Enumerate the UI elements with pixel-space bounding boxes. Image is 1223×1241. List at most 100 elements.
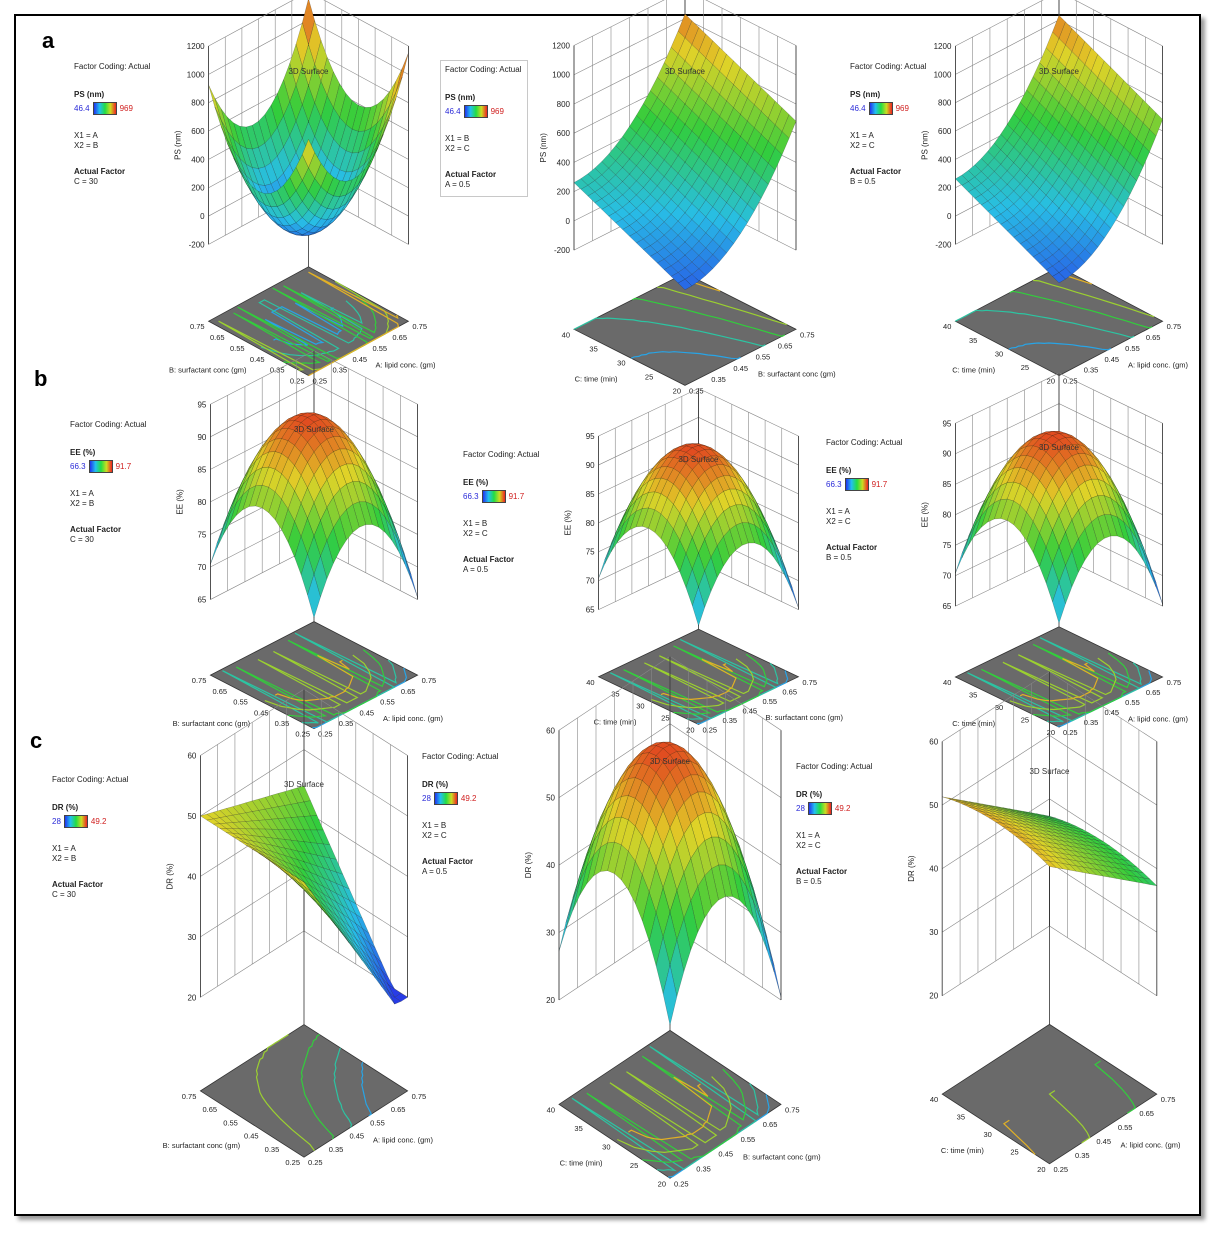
surface-cell xyxy=(600,841,615,872)
surface-cell xyxy=(284,829,298,842)
response-name: EE (%) xyxy=(463,478,489,487)
z-axis-label: PS (nm) xyxy=(539,133,548,163)
surface-cell xyxy=(1052,272,1066,284)
surface-cell xyxy=(1052,60,1066,83)
surface-cell xyxy=(697,812,712,841)
wall-gridline xyxy=(558,655,782,731)
y-tick-label: 30 xyxy=(984,1130,992,1139)
surface-cell xyxy=(753,900,768,951)
surface-cell xyxy=(358,481,373,505)
surface-cell xyxy=(677,13,693,39)
surface-cell xyxy=(1036,814,1050,819)
surface-cell xyxy=(766,940,782,998)
floor-plane xyxy=(209,621,419,730)
x-tick-label: 0.35 xyxy=(696,1165,711,1174)
surface-cell xyxy=(1115,862,1131,871)
surface-cell xyxy=(1026,246,1040,258)
contour-line xyxy=(257,650,372,711)
surface-cell xyxy=(281,428,295,441)
row-label-a: a xyxy=(42,28,55,53)
panel-b3-surface-plot: 3D Surface 95 90 85 80 75 70 65 EE (%) 0.25 0.35 0.… xyxy=(920,372,1189,737)
contour-line xyxy=(967,637,1142,723)
surface-cell xyxy=(1065,51,1079,75)
y-axis-label: C: time (min) xyxy=(952,719,995,728)
actual-factor-label: Actual Factor xyxy=(70,525,122,534)
z-axis-label: PS (nm) xyxy=(174,130,183,160)
surface-cell xyxy=(760,529,774,558)
surface-cell xyxy=(287,444,302,466)
surface-cell xyxy=(1049,819,1063,825)
plot-title: 3D Surface xyxy=(288,67,329,76)
surface-cell xyxy=(704,455,718,468)
actual-factor-label: Actual Factor xyxy=(445,170,497,179)
surface-cell xyxy=(1032,156,1047,174)
surface-cell xyxy=(1032,121,1047,141)
contour-line xyxy=(333,1047,353,1128)
surface-cell xyxy=(1015,809,1030,814)
surface-cell xyxy=(391,520,405,557)
surface-cell xyxy=(1058,437,1073,447)
surface-cell xyxy=(1048,860,1064,870)
surface-cell xyxy=(662,744,678,756)
y-tick-label: 0.55 xyxy=(230,344,245,353)
surface-cell xyxy=(1110,514,1125,539)
surface-cell xyxy=(670,272,686,284)
color-scale-bar xyxy=(88,460,113,473)
surface-cell xyxy=(345,100,359,130)
surface-cell xyxy=(648,491,662,511)
surface-cell xyxy=(375,974,389,996)
x-axis-label: A: lipid conc. (gm) xyxy=(1121,1140,1182,1149)
x-tick-label: 0.75 xyxy=(1167,322,1182,331)
surface-cell xyxy=(329,857,344,875)
surface-cell xyxy=(565,881,580,930)
surface-cell xyxy=(300,426,315,443)
x-axis-label: B: surfactant conc (gm) xyxy=(765,713,843,722)
surface-cell xyxy=(289,166,303,192)
surface-cell xyxy=(1009,814,1023,819)
surface-cell xyxy=(1049,834,1064,842)
surface-cell xyxy=(308,226,322,233)
contour-line xyxy=(300,1033,335,1140)
x-tick-label: 0.25 xyxy=(1063,377,1078,386)
surface-cell xyxy=(677,123,693,145)
surface-cell xyxy=(1042,815,1057,820)
surface-cell xyxy=(1076,847,1090,855)
z-axis-label: EE (%) xyxy=(175,489,184,515)
surface-cell xyxy=(1065,153,1079,173)
surface-cell xyxy=(294,535,308,576)
surface-cell xyxy=(1035,839,1050,847)
z-tick-label: 30 xyxy=(929,928,938,937)
y-tick-label: 0.25 xyxy=(290,377,305,386)
surface-cell xyxy=(1089,858,1104,866)
z-tick-label: 800 xyxy=(557,100,571,109)
contour-line xyxy=(657,286,787,326)
surface-cell xyxy=(342,934,356,953)
surface-cell xyxy=(1026,96,1040,116)
surface-cell xyxy=(1052,81,1066,104)
surface-cell xyxy=(586,829,601,867)
surface-cell xyxy=(1045,265,1060,277)
surface-cell xyxy=(1078,41,1092,65)
y-axis-label: C: time (min) xyxy=(941,1146,984,1155)
surface-cell xyxy=(316,829,331,846)
z-tick-label: 600 xyxy=(938,127,952,136)
surface-cell xyxy=(1078,64,1092,88)
x-tick-label: 0.45 xyxy=(742,706,757,715)
surface-cell xyxy=(608,174,623,189)
surface-cell xyxy=(716,536,730,567)
row-label-c: c xyxy=(30,728,43,753)
surface-cell xyxy=(251,167,266,186)
z-tick-label: 85 xyxy=(942,480,951,489)
y-tick-label: 35 xyxy=(957,1113,965,1122)
surface-cell xyxy=(1071,467,1086,487)
y-tick-label: 25 xyxy=(1021,716,1029,725)
surface-cell xyxy=(600,817,615,848)
surface-cell xyxy=(1130,529,1144,561)
surface-cell xyxy=(1149,112,1163,137)
surface-cell xyxy=(712,137,727,159)
surface-cell xyxy=(621,850,636,891)
surface-cell xyxy=(1115,872,1131,882)
surface-cell xyxy=(1052,38,1066,62)
surface-cell xyxy=(1078,502,1092,530)
